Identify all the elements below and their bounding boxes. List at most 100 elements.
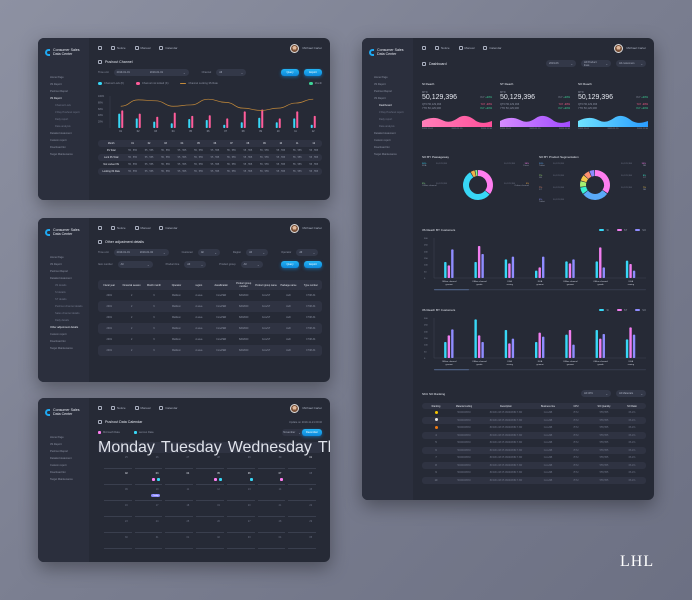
calendar-day[interactable]: 31 <box>134 534 163 549</box>
product-line-select[interactable]: All <box>184 261 207 268</box>
nav-notice[interactable]: Notice <box>111 46 126 50</box>
table-row[interactable]: 9 5000000533 81WPu 08 05 0600W081T 3W CoreN… <box>422 469 646 477</box>
sidebar-item[interactable]: Target Maintenance <box>374 153 397 156</box>
calendar-day[interactable]: 02 <box>196 534 224 549</box>
calendar-day[interactable]: 17 <box>134 502 163 517</box>
calendar-day[interactable]: 05 <box>196 470 224 485</box>
table-row[interactable]: 2019 2 6 Mallison A area CorePER 8202840 CoreST… <box>98 290 322 301</box>
sidebar-item[interactable]: 3S details <box>55 284 67 287</box>
sidebar-item[interactable]: Download list <box>50 471 66 474</box>
sidebar-item[interactable]: Sales channel details <box>55 312 80 315</box>
user-menu[interactable]: Michael Carter <box>614 43 646 53</box>
calendar-day[interactable]: 11 <box>165 486 194 501</box>
calendar-day[interactable]: 25 <box>165 518 194 533</box>
sidebar-item[interactable]: Home Page <box>50 436 64 439</box>
calendar-day[interactable]: 04 <box>165 470 194 485</box>
user-menu[interactable]: Michael Carter <box>290 403 322 413</box>
table-row[interactable]: 10 5000000533 81WPu 08 05 0600W081T 3W Core… <box>422 476 646 484</box>
table-row[interactable]: 2019 2 6 Mallison A area CorePER 8202840 CoreST… <box>98 312 322 323</box>
sidebar-item[interactable]: Home Page <box>50 256 64 259</box>
legend-item[interactable]: ST <box>616 309 627 312</box>
calendar-day[interactable]: 14 <box>257 486 286 501</box>
calendar-day[interactable]: 08 <box>288 470 317 485</box>
month-select[interactable]: 2019-06 <box>546 60 576 67</box>
sidebar-item[interactable]: Download list <box>374 146 390 149</box>
region-select[interactable]: All <box>246 249 269 256</box>
table-row[interactable]: 2019 2 6 Mallison A area CorePER 8202840 CoreST… <box>98 301 322 312</box>
nav-notice[interactable]: Notice <box>111 226 126 230</box>
calendar-day[interactable]: 20 <box>226 502 255 517</box>
sidebar-item[interactable]: Pushout channel details <box>55 305 83 308</box>
sidebar-item[interactable]: 3S Report <box>50 97 62 100</box>
nav-calendar[interactable]: Calendar <box>483 46 502 50</box>
table-row[interactable]: 6 5000000533 81WPu 08 05 0600W081T 3W CoreN… <box>422 446 646 454</box>
calendar-day[interactable]: 16 <box>104 502 132 517</box>
date-range-select[interactable]: 2019-01-01 2019-01-01 <box>113 69 189 76</box>
sidebar-item[interactable]: SI details <box>55 291 66 294</box>
table-row[interactable]: 3 5000000533 81WPu 08 05 0600W081T 3W CoreN… <box>422 424 646 432</box>
table-row[interactable]: 2019 2 6 Mallison A area CorePER 8202840 CoreST… <box>98 345 322 356</box>
sidebar-item[interactable]: Channel Lock <box>55 104 71 107</box>
user-menu[interactable]: Michael Carter <box>290 223 322 233</box>
sidebar-item[interactable]: Pushout Report <box>50 270 69 273</box>
nav-calendar[interactable]: Calendar <box>159 406 178 410</box>
export-button[interactable]: Export <box>304 261 322 268</box>
table-row[interactable]: 7 5000000533 81WPu 08 05 0600W081T 3W CoreN… <box>422 454 646 462</box>
product-group-select[interactable]: All <box>240 261 263 268</box>
calendar-day[interactable]: 26 <box>134 454 163 469</box>
sidebar-item[interactable]: Detailed statement <box>50 132 72 135</box>
legend-item[interactable]: SO <box>635 309 646 312</box>
calendar-day[interactable]: 29 <box>288 518 317 533</box>
calendar-day[interactable]: 03 <box>134 470 163 485</box>
calendar-day[interactable]: 15 <box>288 486 317 501</box>
legend-item[interactable]: SO <box>635 229 646 232</box>
table-row[interactable]: 1 5000000533 81WPu 08 05 0600W081T 3W CoreN… <box>422 409 646 417</box>
sidebar-item[interactable]: Dashboard <box>379 104 392 107</box>
sidebar-item[interactable]: Data analysis <box>55 125 71 128</box>
sidebar-item[interactable]: Detailed statement <box>50 457 72 460</box>
table-row[interactable]: 2019 2 6 Mallison A area CorePER 8202840 CoreST… <box>98 334 322 345</box>
calendar-day[interactable]: 19 <box>196 502 224 517</box>
cpu-select[interactable]: All CPU <box>581 390 611 397</box>
sidebar-item[interactable]: Other adjustment details <box>50 326 79 329</box>
calendar-day[interactable]: 02 <box>104 470 132 485</box>
sidebar-item[interactable]: Target Maintenance <box>50 478 73 481</box>
customer-select[interactable]: All customers <box>616 60 646 67</box>
material-select[interactable]: All Materials <box>616 390 646 397</box>
calendar-day[interactable]: 27 <box>165 454 194 469</box>
calendar-day[interactable]: 30 <box>257 454 286 469</box>
nav-notice[interactable]: Notice <box>435 46 450 50</box>
item-number-input[interactable]: All <box>117 261 153 268</box>
product-line-select[interactable]: All Product lines <box>581 60 611 67</box>
calendar-day[interactable]: 26 <box>196 518 224 533</box>
table-row[interactable]: 4 5000000533 81WPu 08 05 0600W081T 3W CoreN… <box>422 431 646 439</box>
calendar-day[interactable]: 30 <box>104 534 132 549</box>
sidebar-item[interactable]: Daily report <box>55 118 69 121</box>
sidebar-item[interactable]: 3S Report <box>374 83 386 86</box>
sidebar-item[interactable]: Custom report <box>50 464 67 467</box>
calendar-day[interactable]: 27 <box>226 518 255 533</box>
calendar-day[interactable]: 28 <box>196 454 224 469</box>
sidebar-item[interactable]: Pushout Report <box>50 450 69 453</box>
calendar-day[interactable]: 23 <box>104 518 132 533</box>
sidebar-item[interactable]: Pushout Report <box>50 90 69 93</box>
calendar-day[interactable]: 01 <box>288 454 317 469</box>
date-range-select[interactable]: 2019-01-01 2019-01-02 <box>113 249 169 256</box>
calendar-day[interactable]: 09 <box>104 486 132 501</box>
sidebar-item[interactable]: Daily report <box>379 118 393 121</box>
sidebar-item[interactable]: Download list <box>50 146 66 149</box>
sidebar-item[interactable]: Custom report <box>50 139 67 142</box>
sidebar-item[interactable]: 3 Day Pushout report <box>55 111 80 114</box>
nav-manual[interactable]: Manual <box>134 46 150 50</box>
table-row[interactable]: 8 5000000533 81WPu 08 05 0600W081T 3W CoreN… <box>422 461 646 469</box>
calendar-day[interactable]: 29 <box>226 454 255 469</box>
calendar-day[interactable]: 03 <box>226 534 255 549</box>
table-row[interactable]: 5 5000000533 81WPu 08 05 0600W081T 3W CoreN… <box>422 439 646 447</box>
nav-manual[interactable]: Manual <box>458 46 474 50</box>
user-menu[interactable]: Michael Carter <box>290 43 322 53</box>
sidebar-item[interactable]: Home Page <box>374 76 388 79</box>
query-button[interactable]: Query <box>281 69 299 76</box>
export-button[interactable]: Export <box>304 69 322 76</box>
menu-toggle-icon[interactable] <box>98 46 102 50</box>
nav-notice[interactable]: Notice <box>111 406 126 410</box>
